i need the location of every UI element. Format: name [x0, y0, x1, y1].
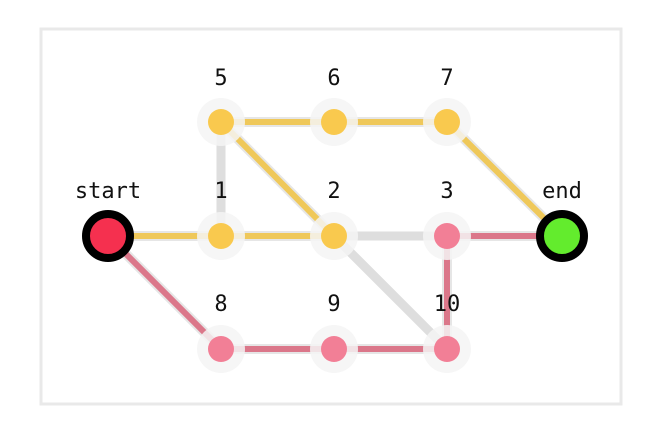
- edge-2-10: [329, 231, 452, 354]
- nodes-layer: [82, 98, 588, 373]
- node-dot: [434, 223, 460, 249]
- edge-7-end: [444, 119, 565, 239]
- node-dot: [434, 336, 460, 362]
- node-9[interactable]: [310, 325, 358, 373]
- node-dot: [434, 109, 460, 135]
- node-1[interactable]: [197, 212, 245, 260]
- node-label-10: 10: [434, 292, 461, 317]
- node-dot: [208, 336, 234, 362]
- node-dot: [321, 223, 347, 249]
- node-label-9: 9: [327, 292, 340, 317]
- node-8[interactable]: [197, 325, 245, 373]
- labels-layer: start 1 2 3 end 5 6 7 8 9 10: [75, 66, 582, 317]
- node-label-3: 3: [440, 179, 453, 204]
- node-dot: [321, 109, 347, 135]
- node-3[interactable]: [423, 212, 471, 260]
- edge-5-2: [218, 119, 337, 239]
- node-10[interactable]: [423, 325, 471, 373]
- end-node-circle: [536, 210, 588, 262]
- node-start[interactable]: [82, 210, 134, 262]
- edge-start-8: [105, 233, 224, 352]
- node-label-7: 7: [440, 66, 453, 91]
- node-label-1: 1: [214, 179, 227, 204]
- node-label-5: 5: [214, 66, 227, 91]
- node-label-6: 6: [327, 66, 340, 91]
- node-6[interactable]: [310, 98, 358, 146]
- node-2[interactable]: [310, 212, 358, 260]
- node-label-end: end: [542, 179, 582, 204]
- node-end[interactable]: [536, 210, 588, 262]
- start-node-circle: [82, 210, 134, 262]
- node-label-8: 8: [214, 292, 227, 317]
- node-5[interactable]: [197, 98, 245, 146]
- node-label-start: start: [75, 179, 141, 204]
- node-dot: [321, 336, 347, 362]
- node-label-2: 2: [327, 179, 340, 204]
- node-7[interactable]: [423, 98, 471, 146]
- node-dot: [208, 223, 234, 249]
- node-dot: [208, 109, 234, 135]
